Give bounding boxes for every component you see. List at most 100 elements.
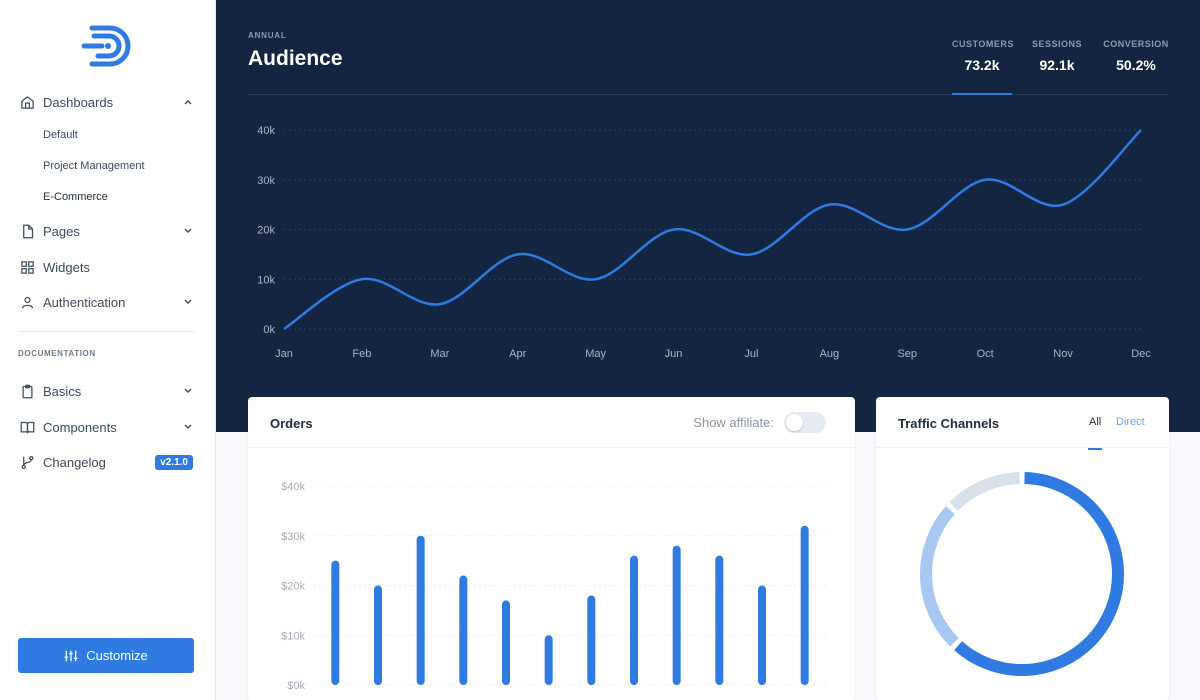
nav-pages-label: Pages: [43, 223, 80, 239]
traffic-card: Traffic Channels All Direct: [876, 397, 1169, 700]
x-tick-label: Nov: [1053, 348, 1073, 360]
sub-item-default[interactable]: Default: [43, 129, 78, 141]
order-bar: [502, 600, 510, 685]
affiliate-toggle[interactable]: [784, 412, 826, 433]
nav-components-label: Components: [43, 419, 117, 435]
x-tick-label: Oct: [977, 348, 994, 360]
audience-panel: ANNUAL Audience CUSTOMERS 73.2k SESSIONS…: [216, 0, 1200, 432]
nav-dashboards-label: Dashboards: [43, 94, 114, 110]
book-icon: [18, 418, 36, 436]
tab-direct[interactable]: Direct: [1116, 416, 1145, 428]
order-bar: [544, 635, 553, 685]
order-bar: [459, 575, 468, 685]
file-icon: [18, 222, 36, 240]
stat-sessions-value: 92.1k: [1039, 57, 1075, 73]
x-tick-label: Jul: [744, 348, 758, 360]
version-badge: v2.1.0: [155, 455, 193, 470]
customize-button-label: Customize: [86, 648, 148, 663]
nav-basics-label: Basics: [43, 383, 82, 399]
orders-card: Orders Show affiliate: $0k $10k $20k $30k $4…: [248, 397, 855, 700]
x-tick-label: May: [585, 348, 606, 360]
stat-sessions[interactable]: SESSIONS 92.1k: [1030, 39, 1084, 73]
donut-slice: [920, 506, 959, 647]
y-tick-label: 0k: [263, 324, 275, 336]
orders-bar-chart: $0k $10k $20k $30k $40k: [281, 481, 826, 692]
stat-conversion[interactable]: CONVERSION 50.2%: [1102, 39, 1170, 73]
x-tick-label: Mar: [430, 348, 449, 360]
order-bar: [758, 585, 766, 685]
section-label-documentation: DOCUMENTATION: [18, 349, 96, 358]
y-tick-label: $40k: [281, 481, 305, 493]
traffic-divider: [876, 447, 1169, 448]
sub-item-ecommerce[interactable]: E-Commerce: [43, 191, 108, 203]
order-bar: [800, 525, 809, 685]
orders-divider: [248, 447, 855, 448]
stat-conversion-label: CONVERSION: [1103, 39, 1169, 49]
order-bar: [587, 595, 596, 685]
order-bar: [672, 545, 681, 685]
audience-line-chart: 0k 10k 20k 30k 40k Jan Feb Mar Apr May Jun Jul Aug Se…: [257, 125, 1151, 360]
x-tick-label: Jan: [275, 348, 293, 360]
order-bar: [416, 535, 425, 685]
stat-conversion-value: 50.2%: [1116, 57, 1156, 73]
chevron-down-icon: [184, 388, 192, 393]
stat-customers-label: CUSTOMERS: [952, 39, 1014, 49]
donut-slice: [949, 472, 1020, 511]
sliders-icon: [64, 649, 78, 663]
order-bar: [331, 560, 340, 685]
sidebar: Dashboards Default Project Management E-…: [0, 0, 216, 700]
x-tick-label: Dec: [1131, 348, 1151, 360]
toggle-knob: [786, 414, 803, 431]
y-tick-label: 40k: [257, 125, 275, 137]
sidebar-divider: [18, 331, 194, 332]
user-icon: [18, 293, 36, 311]
home-icon: [18, 93, 36, 111]
order-bar: [630, 555, 638, 685]
orders-title: Orders: [270, 416, 313, 431]
x-tick-label: Apr: [509, 348, 526, 360]
x-tick-label: Feb: [352, 348, 371, 360]
stat-sessions-label: SESSIONS: [1031, 39, 1082, 49]
clipboard-icon: [18, 382, 36, 400]
audience-eyebrow: ANNUAL: [248, 31, 287, 40]
stat-customers-value: 73.2k: [964, 57, 1000, 73]
x-tick-label: Sep: [897, 348, 917, 360]
chevron-down-icon: [184, 228, 192, 233]
tab-all[interactable]: All: [1089, 416, 1102, 428]
nav-dashboards[interactable]: Dashboards: [18, 90, 196, 114]
y-tick-label: $10k: [281, 630, 305, 642]
nav-widgets[interactable]: Widgets: [18, 255, 196, 279]
audience-series-line: [283, 129, 1142, 331]
customize-button[interactable]: Customize: [18, 638, 194, 673]
affiliate-label: Show affiliate:: [693, 415, 774, 430]
audience-title: Audience: [248, 47, 343, 70]
y-tick-label: $0k: [287, 680, 305, 692]
nav-widgets-label: Widgets: [43, 259, 90, 275]
active-stat-indicator: [952, 93, 1012, 95]
stat-customers[interactable]: CUSTOMERS 73.2k: [952, 39, 1014, 73]
order-bar: [715, 555, 724, 685]
y-tick-label: $30k: [281, 531, 305, 543]
nav-basics[interactable]: Basics: [18, 379, 196, 403]
y-tick-label: 30k: [257, 175, 275, 187]
x-tick-label: Aug: [820, 348, 840, 360]
traffic-title: Traffic Channels: [898, 416, 1000, 431]
brand-logo-icon[interactable]: [80, 22, 134, 70]
traffic-donut-chart: [920, 472, 1124, 676]
chevron-up-icon: [184, 100, 192, 105]
git-branch-icon: [18, 453, 36, 471]
y-tick-label: 20k: [257, 225, 275, 237]
nav-components[interactable]: Components: [18, 415, 196, 439]
nav-changelog[interactable]: Changelog: [18, 450, 196, 474]
chevron-down-icon: [184, 299, 192, 304]
sub-item-project-management[interactable]: Project Management: [43, 160, 145, 172]
y-tick-label: $20k: [281, 581, 305, 593]
x-tick-label: Jun: [665, 348, 683, 360]
nav-changelog-label: Changelog: [43, 454, 106, 470]
chevron-down-icon: [184, 424, 192, 429]
nav-authentication-label: Authentication: [43, 294, 126, 310]
y-tick-label: 10k: [257, 274, 275, 286]
nav-pages[interactable]: Pages: [18, 219, 196, 243]
grid-icon: [18, 258, 36, 276]
nav-authentication[interactable]: Authentication: [18, 290, 196, 314]
